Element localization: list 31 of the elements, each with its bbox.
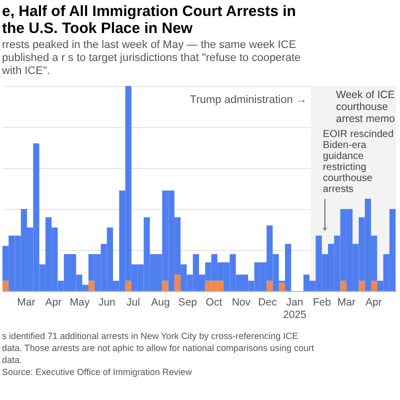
x-tick-label: Jun [98, 296, 116, 308]
bar [88, 280, 95, 291]
x-tick-label: Nov [232, 296, 252, 308]
bar [174, 274, 181, 291]
bar [358, 280, 365, 291]
x-tick-label: Mar [337, 296, 356, 308]
x-tick-label: Apr [366, 296, 382, 308]
bar [125, 280, 132, 291]
bar [162, 280, 168, 291]
x-tick-label: Feb [312, 296, 332, 308]
x-tick-label: Aug [151, 296, 170, 308]
bar [266, 280, 273, 291]
chart-title: e, Half of All Immigration Court Arrests in the U.S. Took Place in New [2, 3, 296, 37]
bar [2, 280, 9, 291]
x-tick-label: Jul [126, 296, 140, 308]
annotation: Week of ICE courthouse arrest memo [336, 89, 396, 125]
x-tick-label: Sep [178, 296, 198, 308]
x-tick-label: Mar [17, 296, 36, 308]
x-tick-label: May [70, 296, 90, 308]
x-tick-label: Apr [45, 296, 62, 308]
annotation: EOIR rescinded Biden-era guidance restricting courthouse arrests [322, 128, 394, 195]
text: s identified 71 additional arrests in New York City by cross-referencing ICE data. Those arrests are not aphic to allow for national comparisons using court data. [2, 331, 314, 365]
x-tick-label: Jan 2025 [283, 296, 307, 321]
source-note: Source: Executive Office of Immigration Review [2, 367, 192, 377]
bar [340, 280, 346, 291]
chart-subtitle: rrests peaked in the last week of May — the same week ICE published a r s to target jurisdictions that "refuse to cooperate with ICE". [1, 39, 301, 77]
x-tick-label: Oct [206, 296, 222, 308]
bar [278, 282, 285, 291]
x-tick-label: Dec [258, 296, 277, 308]
bar [370, 280, 378, 291]
band-label: Trump administration → [190, 94, 307, 106]
